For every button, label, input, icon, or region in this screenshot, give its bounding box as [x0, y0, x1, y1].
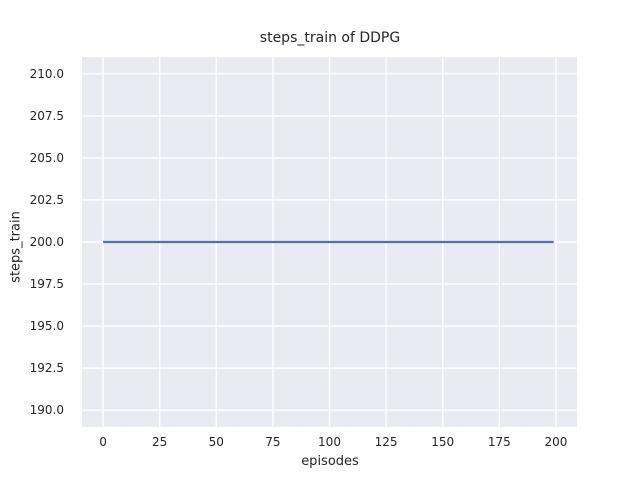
x-tick-label: 175 — [487, 435, 511, 449]
y-tick-label: 190.0 — [29, 403, 64, 418]
line-plot-svg — [82, 57, 577, 427]
chart-title: steps_train of DDPG — [259, 30, 401, 46]
y-tick-label: 197.5 — [29, 277, 64, 292]
y-tick-label: 207.5 — [29, 108, 64, 123]
x-tick-label: 100 — [318, 435, 341, 449]
y-tick-label: 200.0 — [29, 235, 64, 249]
x-tick-label: 200 — [544, 435, 568, 449]
x-tick-label: 150 — [431, 435, 455, 449]
y-tick-label: 205.0 — [29, 150, 64, 165]
x-tick-label: 50 — [208, 435, 224, 449]
x-tick-label: 75 — [265, 435, 281, 449]
plot-area — [82, 57, 577, 427]
y-tick-label: 202.5 — [29, 192, 64, 207]
x-axis-title: episodes — [301, 454, 359, 469]
y-tick-label: 192.5 — [29, 361, 64, 376]
x-tick-label: 0 — [99, 435, 107, 449]
x-tick-label: 25 — [152, 435, 168, 449]
y-tick-label: 195.0 — [29, 319, 64, 334]
x-tick-label: 125 — [374, 435, 398, 449]
y-tick-label: 210.0 — [29, 66, 64, 81]
